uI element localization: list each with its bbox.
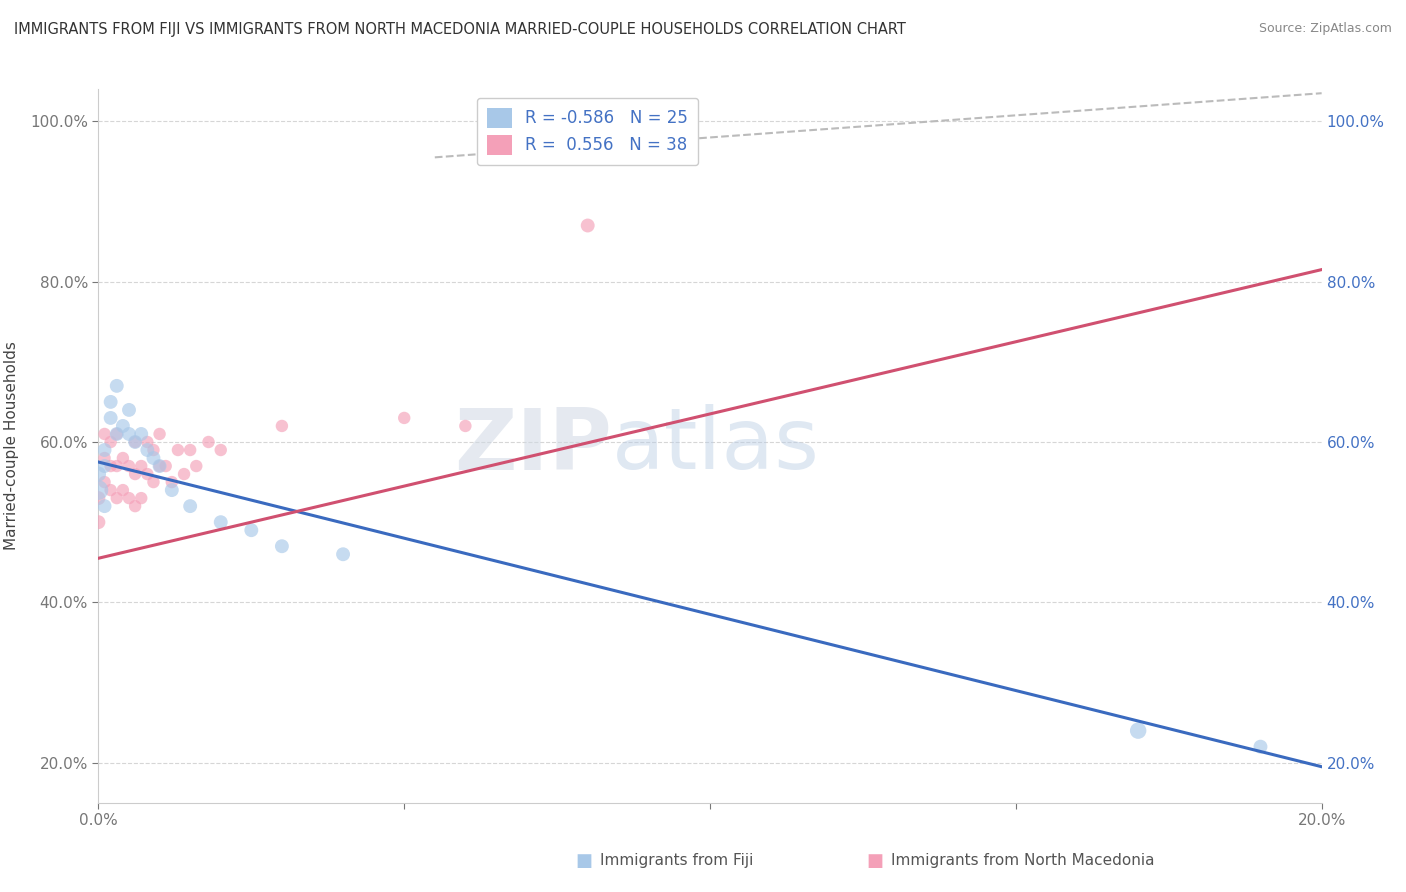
Point	[100, 395, 122, 409]
Point	[209, 442, 232, 457]
Point	[93, 427, 115, 442]
Point	[173, 467, 195, 481]
Point	[149, 458, 172, 473]
Point	[136, 467, 159, 481]
Point	[160, 483, 183, 497]
Point	[87, 483, 110, 497]
Point	[100, 483, 122, 497]
Point	[136, 442, 159, 457]
Point	[118, 403, 141, 417]
Point	[142, 450, 165, 465]
Point	[124, 435, 146, 450]
Point	[1249, 739, 1271, 754]
Point	[105, 458, 128, 473]
Point	[124, 467, 146, 481]
Text: ■: ■	[575, 852, 592, 870]
Point	[100, 435, 122, 450]
Point	[149, 427, 172, 442]
Text: atlas: atlas	[612, 404, 820, 488]
Point	[1128, 723, 1150, 738]
Text: ■: ■	[866, 852, 883, 870]
Point	[100, 411, 122, 425]
Point	[87, 467, 110, 481]
Point	[136, 435, 159, 450]
Text: Source: ZipAtlas.com: Source: ZipAtlas.com	[1258, 22, 1392, 36]
Point	[186, 458, 208, 473]
Point	[197, 435, 219, 450]
Point	[332, 547, 354, 561]
Point	[100, 458, 122, 473]
Point	[105, 379, 128, 393]
Point	[270, 539, 292, 553]
Point	[105, 427, 128, 442]
Point	[93, 442, 115, 457]
Point	[118, 427, 141, 442]
Point	[93, 450, 115, 465]
Point	[454, 419, 477, 434]
Point	[240, 523, 263, 537]
Point	[129, 491, 152, 505]
Point	[179, 499, 201, 513]
Point	[160, 475, 183, 489]
Point	[209, 515, 232, 529]
Point	[392, 411, 416, 425]
Point	[105, 491, 128, 505]
Text: ZIP: ZIP	[454, 404, 612, 488]
Legend: R = -0.586   N = 25, R =  0.556   N = 38: R = -0.586 N = 25, R = 0.556 N = 38	[477, 97, 699, 165]
Point	[111, 483, 134, 497]
Point	[105, 427, 128, 442]
Point	[93, 475, 115, 489]
Point	[155, 458, 177, 473]
Point	[142, 442, 165, 457]
Point	[118, 458, 141, 473]
Text: Immigrants from North Macedonia: Immigrants from North Macedonia	[891, 854, 1154, 868]
Point	[93, 458, 115, 473]
Point	[87, 515, 110, 529]
Point	[129, 458, 152, 473]
Point	[124, 435, 146, 450]
Y-axis label: Married-couple Households: Married-couple Households	[4, 342, 18, 550]
Point	[149, 458, 172, 473]
Point	[118, 491, 141, 505]
Point	[167, 442, 190, 457]
Point	[111, 419, 134, 434]
Text: IMMIGRANTS FROM FIJI VS IMMIGRANTS FROM NORTH MACEDONIA MARRIED-COUPLE HOUSEHOLD: IMMIGRANTS FROM FIJI VS IMMIGRANTS FROM …	[14, 22, 905, 37]
Point	[179, 442, 201, 457]
Point	[270, 419, 292, 434]
Text: Immigrants from Fiji: Immigrants from Fiji	[600, 854, 754, 868]
Point	[129, 427, 152, 442]
Point	[142, 475, 165, 489]
Point	[576, 219, 599, 233]
Point	[124, 499, 146, 513]
Point	[111, 450, 134, 465]
Point	[93, 499, 115, 513]
Point	[87, 491, 110, 505]
